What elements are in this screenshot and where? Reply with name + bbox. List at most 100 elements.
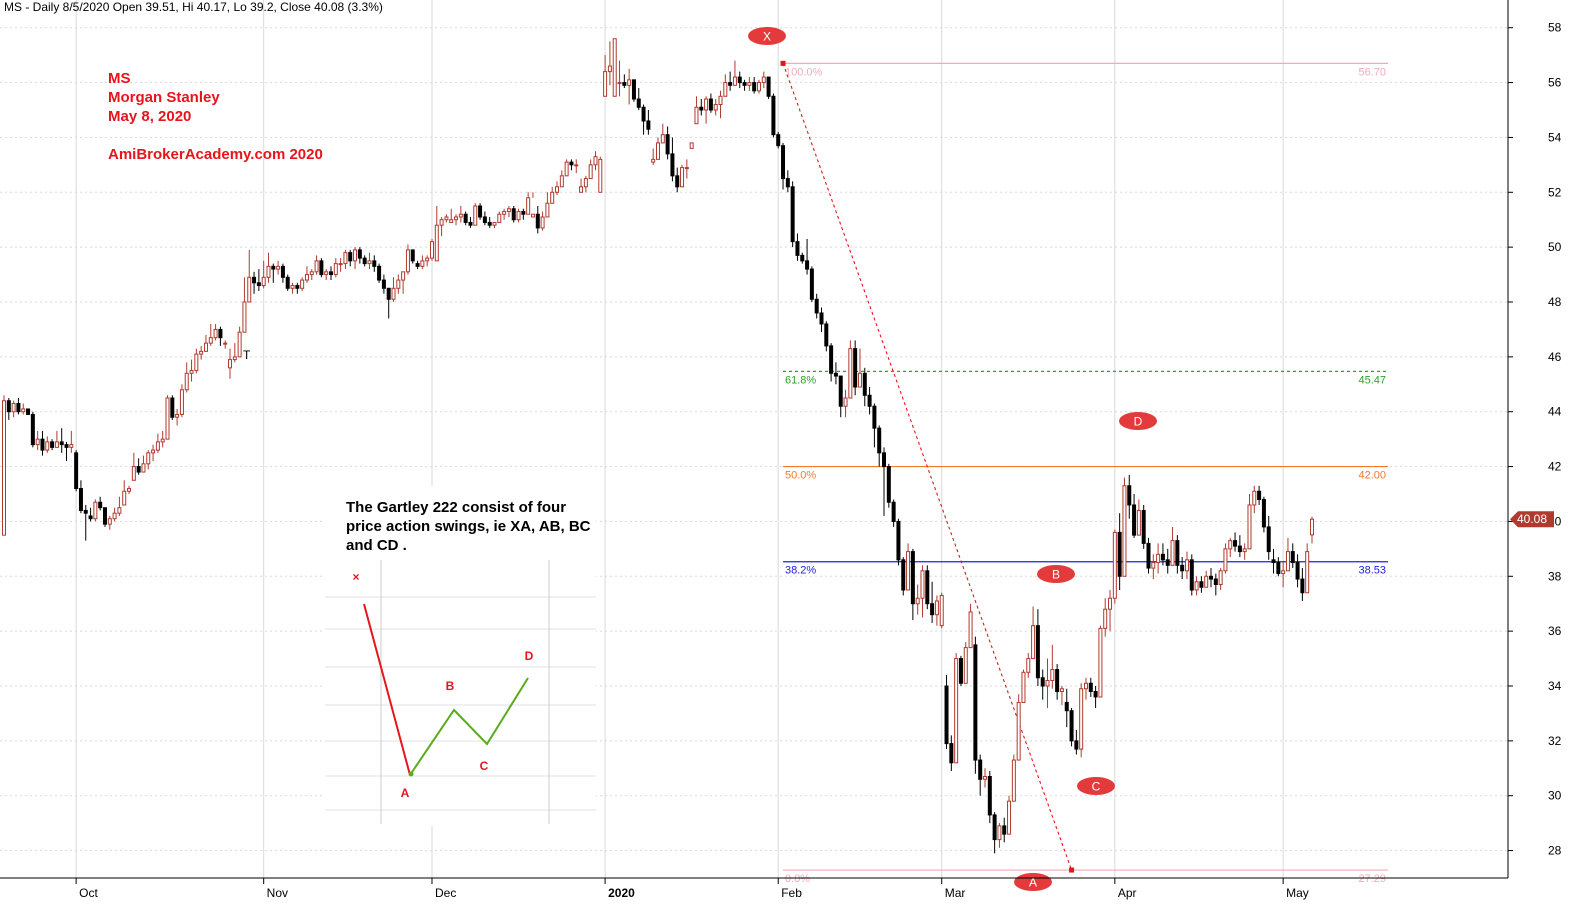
candle-body [728,82,733,86]
candle [30,411,35,448]
candle-body [742,82,747,86]
y-tick-label: 48 [1548,295,1562,309]
candle-body [252,276,257,284]
candle [838,375,843,418]
candle-body [136,466,141,473]
candle-body [776,134,781,147]
candle [324,269,329,281]
candle [1257,485,1262,505]
candle [511,206,516,223]
candle [1228,537,1233,558]
candle-body [607,65,612,73]
candle [1031,606,1036,660]
candle-body [170,397,175,418]
candle [420,255,425,270]
candle [98,496,103,511]
candle [901,557,906,596]
candle-body [1136,509,1141,536]
point-marker-label: C [1092,780,1101,794]
candle-body [256,282,261,287]
inset-label-x: × [352,570,359,584]
candle-body [208,337,213,344]
candle-body [886,466,891,503]
candle [458,206,463,223]
candle [35,430,40,451]
candle-body [665,134,670,155]
candle-body [102,507,107,525]
candle-body [819,312,824,325]
candle-body [949,743,954,764]
candle-body [598,158,603,193]
x-tick-label: May [1286,886,1309,900]
candle [867,387,872,415]
candle-body [141,463,146,473]
candle-body [290,285,295,289]
candle-body [314,260,319,273]
point-marker-c: C [1077,777,1115,795]
fib-level-value: 38.53 [1358,565,1386,577]
candle [1108,590,1113,632]
candle [992,812,997,854]
candle [1059,686,1064,706]
candle [958,655,963,686]
candle-body [93,501,98,520]
candle [16,398,21,415]
candle [425,255,430,267]
candle-body [848,348,853,399]
candle [478,203,483,220]
candle-body [516,210,521,221]
candle-body [16,402,21,413]
inset-label-d: D [525,649,534,663]
candle [1165,548,1170,574]
fib-level-pct: 0.0% [785,873,810,885]
candle-body [266,265,271,278]
candle [545,192,550,218]
candle-body [1040,677,1045,687]
candle [968,603,973,649]
candle-body [1295,562,1300,580]
candle [675,167,680,193]
candle-body [530,213,535,218]
candle [266,252,271,283]
candle [1184,551,1189,580]
candle [559,170,564,188]
candle [502,208,507,220]
candle [1160,543,1165,566]
candle [232,343,237,363]
candle [1310,516,1314,544]
candle [1285,537,1290,572]
candle-body [579,186,584,193]
candle [454,214,459,226]
candle-body [824,323,829,347]
candle-body [829,345,834,374]
candle-body [487,221,492,226]
candle [944,675,949,750]
candle [1252,485,1257,514]
candle [915,584,920,615]
candle [540,211,545,231]
candle [295,282,300,294]
candle [396,274,401,294]
candle-body [386,287,391,300]
candle-body [261,276,266,287]
candle [213,323,218,341]
candle [555,181,560,196]
candle [1026,653,1031,678]
inset-background [324,486,596,826]
candle-body [88,515,93,520]
candle [949,735,954,772]
y-tick-label: 44 [1548,405,1562,419]
candle-body [179,389,184,415]
candle-body [405,249,410,273]
candle [1064,688,1069,728]
candle-body [410,249,415,262]
candle-body [675,175,680,188]
candle [343,249,348,270]
candle-body [146,452,151,465]
candle-body [1074,740,1079,750]
candle-body [603,71,608,97]
candle [338,258,343,272]
candle-body [271,265,276,270]
candle-body [348,252,353,262]
candle-body [473,205,478,226]
